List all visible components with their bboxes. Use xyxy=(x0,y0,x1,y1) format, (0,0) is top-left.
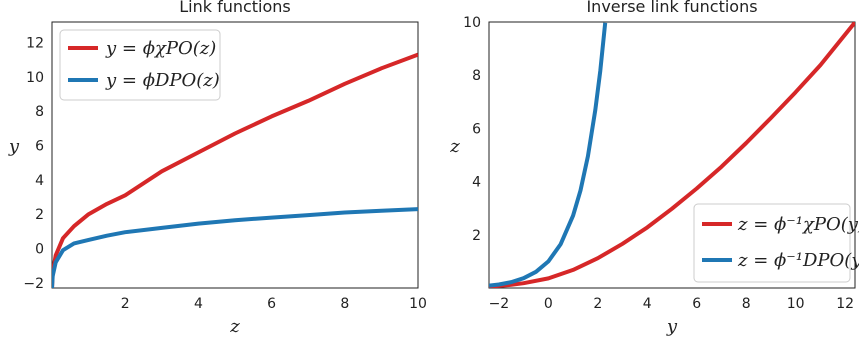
right-x-tick-label: 10 xyxy=(787,296,805,312)
left-y-tick-label: 8 xyxy=(35,104,44,120)
right-legend: z = ϕ⁻¹χPO(y) z = ϕ⁻¹DPO(y) xyxy=(693,203,859,283)
right-y-tick-label: 10 xyxy=(463,15,481,31)
right-y-tick-label: 8 xyxy=(472,68,481,84)
right-y-tick-label: 4 xyxy=(472,175,481,191)
right-x-axis-label: y xyxy=(666,316,678,337)
left-y-tick-label: −2 xyxy=(23,276,44,292)
right-x-tick-label: 2 xyxy=(593,296,602,312)
left-legend-label-dpo: y = ϕDPO(z) xyxy=(105,70,220,91)
right-series-line-1 xyxy=(489,22,608,288)
right-y-ticks: 2 4 6 8 10 xyxy=(463,15,481,244)
left-y-tick-label: 4 xyxy=(35,173,44,189)
left-chart-title: Link functions xyxy=(179,0,291,16)
right-x-tick-label: 12 xyxy=(836,296,854,312)
right-series-line-0 xyxy=(489,22,855,288)
right-y-tick-label: 6 xyxy=(472,121,481,137)
left-y-tick-label: 6 xyxy=(35,139,44,155)
left-y-tick-label: 0 xyxy=(35,242,44,258)
left-x-tick-label: 2 xyxy=(121,296,130,312)
right-x-ticks: −2 0 2 4 6 8 10 12 xyxy=(489,296,854,312)
left-y-tick-label: 10 xyxy=(26,70,44,86)
left-x-ticks: 2 4 6 8 10 xyxy=(121,296,427,312)
left-x-axis-label: z xyxy=(229,316,240,337)
link-functions-panel: Link functions 2 4 6 8 10 −2 0 2 4 6 8 10 12 z y y … xyxy=(8,0,427,337)
right-x-tick-label: 0 xyxy=(544,296,553,312)
left-legend-box xyxy=(59,29,221,101)
left-legend-label-chipo: y = ϕχPO(z) xyxy=(105,38,216,59)
right-y-axis-label: z xyxy=(449,136,460,157)
left-x-tick-label: 8 xyxy=(340,296,349,312)
left-y-tick-label: 2 xyxy=(35,207,44,223)
left-x-tick-label: 10 xyxy=(409,296,427,312)
left-y-axis-label: y xyxy=(8,136,20,157)
right-legend-label-chipo: z = ϕ⁻¹χPO(y) xyxy=(737,214,859,235)
right-legend-box xyxy=(693,203,851,283)
right-x-tick-label: −2 xyxy=(489,296,510,312)
left-axes-frame xyxy=(51,21,419,289)
left-x-tick-label: 6 xyxy=(267,296,276,312)
left-legend: y = ϕχPO(z) y = ϕDPO(z) xyxy=(59,29,221,101)
right-legend-label-dpo: z = ϕ⁻¹DPO(y) xyxy=(737,250,859,271)
left-series-line-1 xyxy=(52,207,418,288)
left-series-lines xyxy=(52,52,418,288)
right-x-tick-label: 4 xyxy=(643,296,652,312)
left-series-line-0 xyxy=(52,52,418,288)
right-axes-frame xyxy=(488,21,856,289)
inverse-link-functions-panel: Inverse link functions −2 0 2 4 6 8 10 12 2 4 6 8 1… xyxy=(449,0,859,337)
right-chart-title: Inverse link functions xyxy=(586,0,757,16)
right-x-tick-label: 8 xyxy=(742,296,751,312)
right-y-tick-label: 2 xyxy=(472,228,481,244)
right-x-tick-label: 6 xyxy=(692,296,701,312)
left-y-ticks: −2 0 2 4 6 8 10 12 xyxy=(23,36,44,292)
left-y-tick-label: 12 xyxy=(26,36,44,52)
left-x-tick-label: 4 xyxy=(194,296,203,312)
right-series-lines xyxy=(489,22,855,288)
